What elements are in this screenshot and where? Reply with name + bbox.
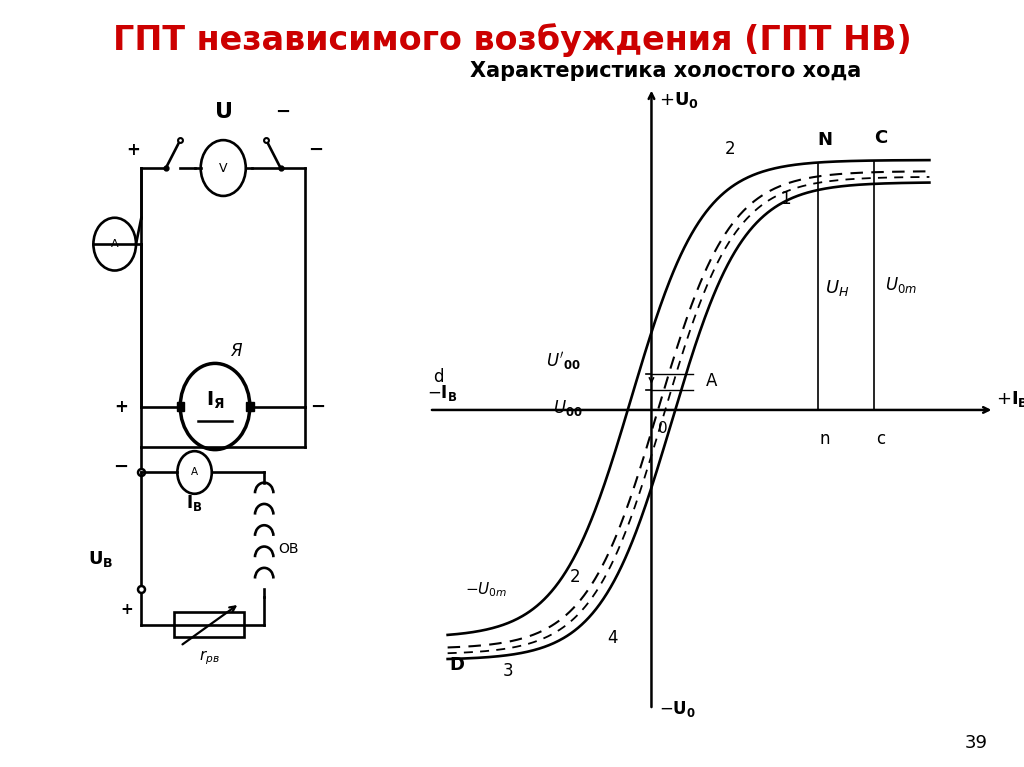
Circle shape xyxy=(201,140,246,196)
Text: Я: Я xyxy=(229,341,242,360)
Text: $U_{\mathbf{00}}$: $U_{\mathbf{00}}$ xyxy=(553,398,583,418)
Text: $U_H$: $U_H$ xyxy=(824,278,849,298)
Text: −: − xyxy=(310,397,325,416)
Text: +: + xyxy=(126,141,140,160)
Text: $\mathbf{I_Я}$: $\mathbf{I_Я}$ xyxy=(206,390,224,411)
Bar xyxy=(246,402,254,411)
Text: n: n xyxy=(819,430,830,448)
Text: 2: 2 xyxy=(570,568,581,585)
Text: A: A xyxy=(706,372,718,390)
Text: $U'_{\mathbf{00}}$: $U'_{\mathbf{00}}$ xyxy=(546,350,581,372)
Text: ОВ: ОВ xyxy=(279,542,299,555)
Text: −: − xyxy=(308,141,323,160)
Text: +: + xyxy=(121,602,133,617)
Circle shape xyxy=(93,218,136,271)
Text: A: A xyxy=(111,239,119,249)
Text: 4: 4 xyxy=(607,629,617,647)
Text: c: c xyxy=(876,430,885,448)
Text: $\mathbf{U_B}$: $\mathbf{U_B}$ xyxy=(88,548,113,568)
Bar xyxy=(176,402,184,411)
Bar xyxy=(174,612,244,637)
Text: $-\mathbf{U_0}$: $-\mathbf{U_0}$ xyxy=(658,699,696,719)
Text: 0: 0 xyxy=(658,421,668,436)
Text: N: N xyxy=(817,131,833,149)
Text: −: − xyxy=(114,459,128,476)
Text: C: C xyxy=(873,129,887,147)
Circle shape xyxy=(180,364,250,449)
Text: V: V xyxy=(219,162,227,175)
Text: 39: 39 xyxy=(966,734,988,752)
Circle shape xyxy=(177,451,212,494)
Text: 2: 2 xyxy=(725,140,735,158)
Text: ГПТ независимого возбуждения (ГПТ НВ): ГПТ независимого возбуждения (ГПТ НВ) xyxy=(113,23,911,57)
Text: d: d xyxy=(433,367,443,386)
Text: $r_{рв}$: $r_{рв}$ xyxy=(199,648,219,667)
Text: 3: 3 xyxy=(503,662,513,680)
Text: $U_{0m}$: $U_{0m}$ xyxy=(885,275,918,295)
Text: $-U_{0m}$: $-U_{0m}$ xyxy=(466,581,508,599)
Text: $+\mathbf{U_0}$: $+\mathbf{U_0}$ xyxy=(658,90,699,110)
Text: A: A xyxy=(191,467,198,478)
Text: $\mathbf{U}$: $\mathbf{U}$ xyxy=(214,102,232,122)
Text: $+\mathbf{I_B}$: $+\mathbf{I_B}$ xyxy=(996,389,1024,409)
Text: $\mathbf{I_B}$: $\mathbf{I_B}$ xyxy=(186,493,203,513)
Text: −: − xyxy=(275,104,290,121)
Text: D: D xyxy=(450,657,465,674)
Text: 1: 1 xyxy=(780,190,792,208)
Text: Характеристика холостого хода: Характеристика холостого хода xyxy=(470,61,861,81)
Text: $-\mathbf{I_B}$: $-\mathbf{I_B}$ xyxy=(427,384,458,403)
Text: +: + xyxy=(114,397,128,416)
